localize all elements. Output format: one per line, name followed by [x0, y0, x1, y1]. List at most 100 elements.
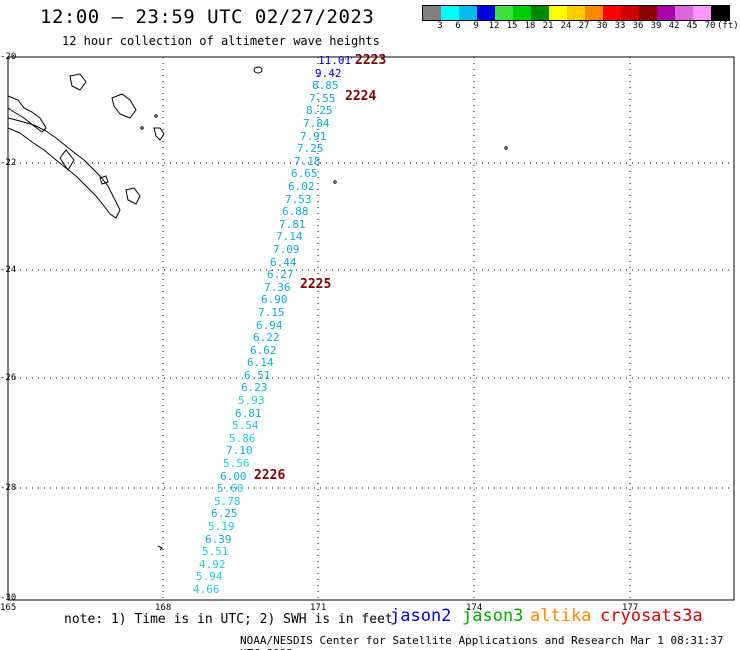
- color-scale-label: 9: [473, 21, 479, 31]
- wave-height-value: 6.44: [270, 256, 297, 269]
- pass-number-label: 2223: [355, 53, 387, 68]
- wave-height-value: 6.51: [244, 369, 271, 382]
- wave-height-value: 6.25: [211, 507, 238, 520]
- wave-height-value: 5.86: [229, 432, 256, 445]
- wave-height-value: 5.54: [232, 419, 259, 432]
- wave-height-value: 6.94: [256, 319, 283, 332]
- color-swatch: [639, 6, 657, 20]
- map-subtitle: 12 hour collection of altimeter wave hei…: [62, 34, 380, 48]
- wave-height-value: 6.23: [241, 381, 268, 394]
- color-scale-label: 33: [614, 21, 626, 31]
- color-swatch: [549, 6, 567, 20]
- pass-number-label: 2226: [254, 468, 286, 483]
- color-swatch: [657, 6, 675, 20]
- wave-height-value: 7.53: [285, 193, 312, 206]
- color-swatch: [531, 6, 549, 20]
- wave-height-value: 5.78: [214, 495, 241, 508]
- map-frame: [7, 56, 735, 601]
- color-swatch: [423, 6, 441, 20]
- wave-height-value: 6.27: [267, 268, 294, 281]
- color-scale-label: 30: [596, 21, 608, 31]
- color-swatch: [693, 6, 711, 20]
- wave-height-value: 6.00: [220, 470, 247, 483]
- color-swatch: [495, 6, 513, 20]
- color-swatch: [513, 6, 531, 20]
- wave-height-value: 7.14: [276, 230, 303, 243]
- wave-height-value: 7.91: [300, 130, 327, 143]
- credit-line: NOAA/NESDIS Center for Satellite Applica…: [240, 634, 724, 650]
- wave-height-value: 6.88: [282, 205, 309, 218]
- wave-height-value: 6.22: [253, 331, 280, 344]
- color-swatch: [621, 6, 639, 20]
- wave-height-value: 7.55: [309, 92, 336, 105]
- longitude-label: 177: [622, 603, 639, 613]
- color-swatch: [585, 6, 603, 20]
- color-scale-label: 15: [506, 21, 518, 31]
- longitude-label: 171: [310, 603, 327, 613]
- legend-altika: altika: [530, 606, 592, 626]
- legend-cryosat: cryosat: [600, 606, 672, 626]
- latitude-label: -30: [0, 593, 17, 603]
- pass-number-label: 2224: [345, 89, 377, 104]
- wave-height-value: 6.90: [261, 293, 288, 306]
- legend-s3a: s3a: [672, 606, 703, 626]
- wave-height-value: 5.51: [202, 545, 229, 558]
- wave-height-value: 6.02: [288, 180, 315, 193]
- color-swatch: [675, 6, 693, 20]
- wave-height-value: 8.25: [306, 104, 333, 117]
- color-scale-unit: (ft): [717, 21, 739, 31]
- wave-height-value: 6.14: [247, 356, 274, 369]
- wave-height-value: 7.25: [297, 142, 324, 155]
- color-swatch: [567, 6, 585, 20]
- color-scale-label: 3: [437, 21, 443, 31]
- wave-height-value: 5.94: [196, 570, 223, 583]
- pass-number-label: 2225: [300, 277, 332, 292]
- wave-height-value: 6.39: [205, 533, 232, 546]
- color-scale-label: 70: [704, 21, 716, 31]
- color-swatch: [477, 6, 495, 20]
- latitude-label: -20: [0, 52, 17, 62]
- wave-height-value: 5.19: [208, 520, 235, 533]
- wave-height-value: 4.92: [199, 558, 226, 571]
- color-swatch: [459, 6, 477, 20]
- wave-height-value: 7.36: [264, 281, 291, 294]
- color-scale-bar: [422, 5, 730, 21]
- color-scale-label: 42: [668, 21, 680, 31]
- ground-track-start: [339, 57, 353, 61]
- color-scale-label: 18: [524, 21, 536, 31]
- color-scale-label: 12: [488, 21, 500, 31]
- longitude-label: 174: [466, 603, 483, 613]
- lat-lon-grid: [8, 57, 734, 600]
- wave-height-value: 7.09: [273, 243, 300, 256]
- color-scale-label: 6: [455, 21, 461, 31]
- coastline: [7, 66, 508, 551]
- wave-height-value: 7.18: [294, 155, 321, 168]
- wave-height-value: 5.60: [217, 482, 244, 495]
- latitude-label: -24: [0, 265, 17, 275]
- wave-height-value: 6.81: [235, 407, 262, 420]
- color-scale-label: 39: [650, 21, 662, 31]
- latitude-label: -28: [0, 483, 17, 493]
- wave-height-value: 11.01: [318, 54, 352, 67]
- wave-height-value: 7.81: [279, 218, 306, 231]
- wave-height-value: 6.62: [250, 344, 277, 357]
- wave-height-value: 8.85: [312, 79, 339, 92]
- wave-height-value: 6.65: [291, 167, 318, 180]
- color-scale-label: 45: [686, 21, 698, 31]
- longitude-label: 165: [0, 603, 17, 613]
- wave-height-value: 4.66: [193, 583, 220, 596]
- wave-height-value: 5.93: [238, 394, 265, 407]
- wave-height-value: 5.56: [223, 457, 250, 470]
- color-scale-label: 21: [542, 21, 554, 31]
- latitude-label: -22: [0, 158, 17, 168]
- color-swatch: [603, 6, 621, 20]
- wave-height-value: 9.42: [315, 67, 342, 80]
- wave-height-value: 7.10: [226, 444, 253, 457]
- legend-jason2: jason2: [390, 606, 452, 626]
- latitude-label: -26: [0, 373, 17, 383]
- wave-height-value: 7.15: [258, 306, 285, 319]
- wave-height-value: 7.84: [303, 117, 330, 130]
- color-swatch: [711, 6, 729, 20]
